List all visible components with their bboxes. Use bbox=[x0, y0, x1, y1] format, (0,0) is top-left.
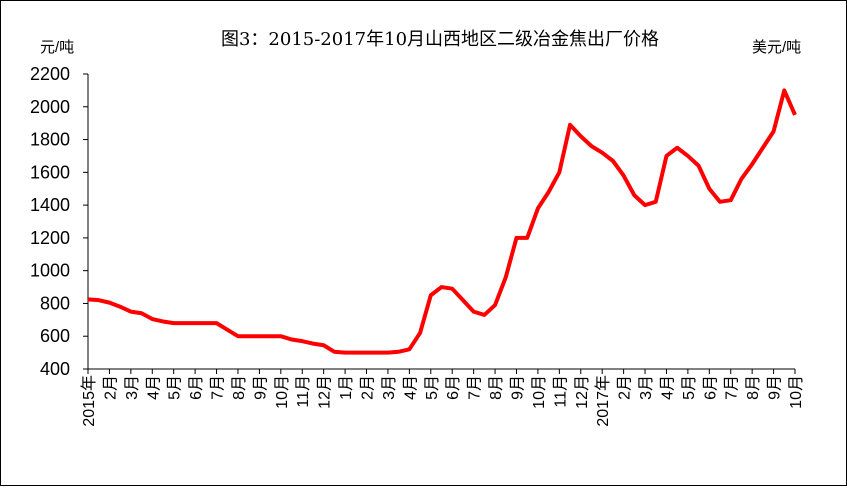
x-tick-label: 7月 bbox=[724, 375, 741, 400]
x-tick-label: 7月 bbox=[467, 375, 484, 400]
x-tick-label: 2017年 bbox=[594, 375, 612, 427]
y-unit-left: 元/吨 bbox=[40, 39, 74, 56]
x-tick-label: 4月 bbox=[402, 375, 419, 400]
x-tick-label: 6月 bbox=[445, 375, 462, 400]
x-tick-label: 3月 bbox=[381, 375, 398, 400]
y-tick-label: 800 bbox=[40, 293, 70, 313]
x-tick-label: 10月 bbox=[788, 375, 805, 409]
y-unit-right: 美元/吨 bbox=[752, 39, 801, 56]
x-tick-label: 8月 bbox=[488, 375, 505, 400]
x-tick-label: 2015年 bbox=[80, 375, 98, 427]
y-tick-label: 1400 bbox=[30, 195, 70, 215]
x-tick-label: 12月 bbox=[574, 375, 591, 409]
y-tick-label: 2200 bbox=[30, 64, 70, 84]
x-tick-label: 12月 bbox=[317, 375, 334, 409]
x-tick-label: 9月 bbox=[767, 375, 784, 400]
x-tick-label: 5月 bbox=[424, 375, 441, 400]
y-tick-label: 1600 bbox=[30, 162, 70, 182]
x-tick-label: 10月 bbox=[531, 375, 548, 409]
y-tick-label: 1800 bbox=[30, 130, 70, 150]
x-tick-label: 5月 bbox=[167, 375, 184, 400]
x-tick-label: 7月 bbox=[210, 375, 227, 400]
line bbox=[87, 88, 797, 355]
y-tick-label: 600 bbox=[40, 326, 70, 346]
x-tick-label: 6月 bbox=[188, 375, 205, 400]
x-tick-label: 6月 bbox=[702, 375, 719, 400]
x-tick-label: 11月 bbox=[552, 375, 569, 408]
y-tick-label: 2000 bbox=[30, 97, 70, 117]
x-tick-label: 8月 bbox=[745, 375, 762, 400]
x-tick-label: 3月 bbox=[638, 375, 655, 400]
x-tick-label: 3月 bbox=[124, 375, 141, 400]
x-tick-label: 2月 bbox=[360, 375, 377, 400]
x-tick-label: 10月 bbox=[274, 375, 291, 409]
x-tick-label: 9月 bbox=[252, 375, 269, 400]
chart-title: 图3：2015-2017年10月山西地区二级冶金焦出厂价格 bbox=[221, 29, 659, 50]
x-tick-label: 4月 bbox=[145, 375, 162, 400]
x-tick-label: 5月 bbox=[681, 375, 698, 400]
y-tick-label: 1000 bbox=[30, 261, 70, 281]
y-tick-label: 400 bbox=[40, 359, 70, 379]
x-tick-label: 2月 bbox=[102, 375, 119, 400]
x-tick-label: 11月 bbox=[295, 375, 312, 408]
x-tick-label: 2月 bbox=[617, 375, 634, 400]
x-tick-label: 4月 bbox=[659, 375, 676, 400]
x-tick-label: 8月 bbox=[231, 375, 248, 400]
x-tick-label: 1月 bbox=[338, 375, 355, 400]
y-tick-label: 1200 bbox=[30, 228, 70, 248]
x-tick-label: 9月 bbox=[509, 375, 526, 400]
